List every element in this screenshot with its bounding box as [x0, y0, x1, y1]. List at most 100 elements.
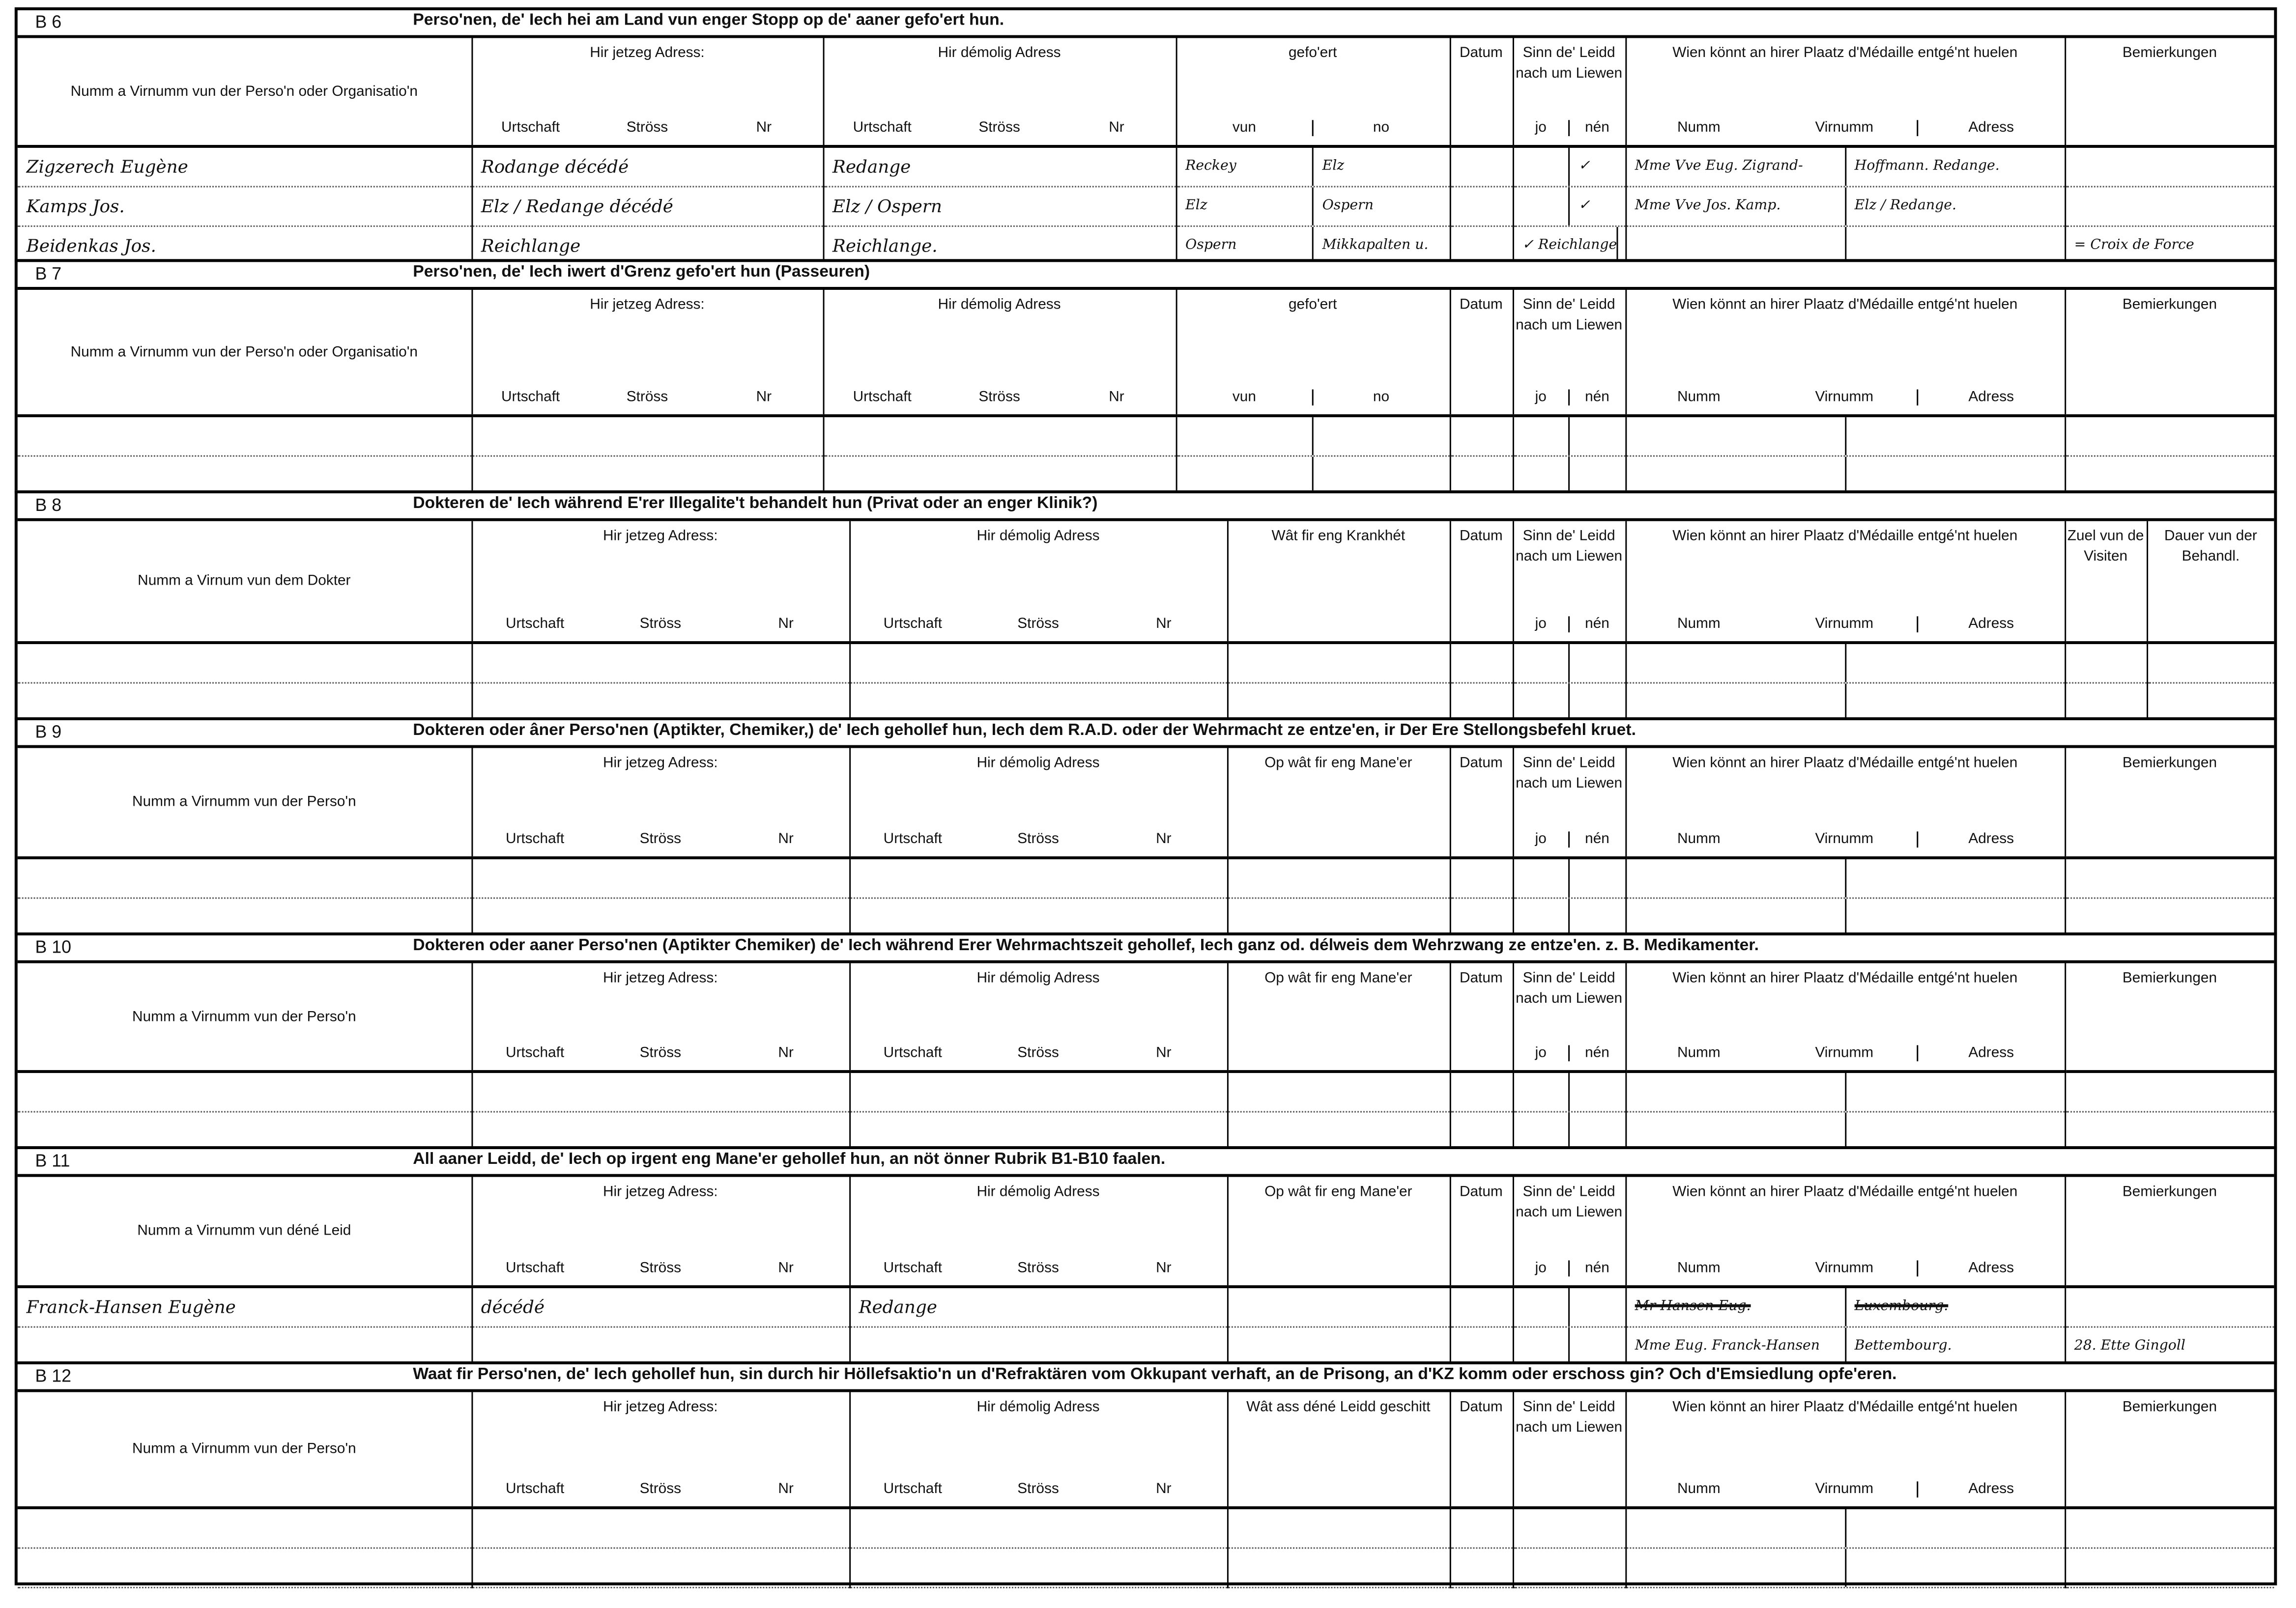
cell-sinn[interactable] [1512, 1072, 1626, 1113]
cell-bem[interactable] [2064, 1548, 2274, 1588]
cell-medaille[interactable] [1624, 456, 2065, 497]
cell-bem[interactable] [2064, 898, 2274, 938]
cell-sinn[interactable] [1512, 858, 1626, 899]
cell-cur[interactable] [470, 456, 823, 497]
cell-datum[interactable] [1449, 858, 1513, 899]
cell-bem[interactable] [2064, 456, 2274, 497]
cell-former[interactable] [848, 1072, 1227, 1113]
cell-bem[interactable]: 28. Ette Gingoll [2064, 1327, 2274, 1367]
cell-krank[interactable] [1226, 682, 1450, 723]
cell-medaille[interactable]: Mme Vve Jos. Kamp. Elz / Redange. [1624, 186, 2065, 227]
cell-former[interactable] [848, 643, 1227, 684]
cell-bem[interactable] [2064, 146, 2274, 188]
cell-medaille[interactable] [1624, 1507, 2065, 1549]
cell-former[interactable] [848, 1112, 1227, 1152]
cell-zuel[interactable] [2064, 682, 2147, 723]
cell-datum[interactable] [1449, 1072, 1513, 1113]
cell-cur[interactable] [470, 1507, 850, 1549]
cell-sinn[interactable] [1512, 1327, 1626, 1367]
cell-dauer[interactable] [2146, 682, 2274, 723]
cell-datum[interactable] [1449, 1548, 1513, 1588]
cell-medaille[interactable]: Mme Eug. Franck-Hansen Bettembourg. [1624, 1327, 2065, 1367]
cell-cur[interactable] [470, 1112, 850, 1152]
cell-name[interactable] [17, 682, 472, 723]
cell-medaille[interactable] [1624, 858, 2065, 899]
cell-sinn[interactable] [1512, 682, 1626, 723]
cell-gefoert[interactable]: Reckey Elz [1175, 146, 1450, 188]
cell-datum[interactable] [1449, 643, 1513, 684]
cell-name[interactable] [17, 643, 472, 684]
cell-krank[interactable] [1226, 643, 1450, 684]
cell-cur[interactable] [470, 898, 850, 938]
cell-former[interactable]: Redange [822, 146, 1176, 188]
cell-gefoert[interactable] [1175, 416, 1450, 457]
cell-cur[interactable] [470, 1072, 850, 1113]
cell-former[interactable] [822, 456, 1176, 497]
cell-former[interactable]: Elz / Ospern [822, 186, 1176, 227]
cell-datum[interactable] [1449, 146, 1513, 188]
cell-former[interactable] [848, 1507, 1227, 1549]
cell-bem[interactable] [2064, 1112, 2274, 1152]
cell-cur[interactable] [470, 682, 850, 723]
cell-datum[interactable] [1449, 1287, 1513, 1328]
cell-datum[interactable] [1449, 682, 1513, 723]
cell-former[interactable] [848, 1548, 1227, 1588]
cell-bem[interactable] [2064, 186, 2274, 227]
cell-former[interactable]: Redange [848, 1287, 1227, 1328]
cell-sinn[interactable] [1512, 1548, 1626, 1588]
cell-medaille[interactable] [1624, 1072, 2065, 1113]
cell-name[interactable] [17, 1507, 472, 1549]
cell-op[interactable] [1226, 1327, 1450, 1367]
cell-former[interactable] [848, 682, 1227, 723]
cell-name[interactable] [17, 416, 472, 457]
cell-former[interactable] [848, 898, 1227, 938]
cell-name[interactable]: Kamps Jos. [17, 186, 472, 227]
cell-datum[interactable] [1449, 1507, 1513, 1549]
cell-cur[interactable] [470, 643, 850, 684]
cell-sinn[interactable] [1512, 416, 1626, 457]
cell-name[interactable] [17, 858, 472, 899]
cell-datum[interactable] [1449, 1327, 1513, 1367]
cell-bem[interactable] [2064, 1507, 2274, 1549]
cell-dauer[interactable] [2146, 643, 2274, 684]
cell-medaille[interactable] [1624, 643, 2065, 684]
cell-bem[interactable] [2064, 1287, 2274, 1328]
cell-gefoert[interactable]: Elz Ospern [1175, 186, 1450, 227]
cell-zuel[interactable] [2064, 643, 2147, 684]
cell-medaille[interactable]: Mr Hansen Eug. Luxembourg. [1624, 1287, 2065, 1328]
cell-medaille[interactable] [1624, 898, 2065, 938]
cell-op[interactable] [1226, 1112, 1450, 1152]
cell-op[interactable] [1226, 858, 1450, 899]
cell-name[interactable] [17, 456, 472, 497]
cell-cur[interactable]: Elz / Redange décédé [470, 186, 823, 227]
cell-bem[interactable] [2064, 1072, 2274, 1113]
cell-name[interactable] [17, 1327, 472, 1367]
cell-name[interactable] [17, 1112, 472, 1152]
cell-name[interactable] [17, 1072, 472, 1113]
cell-name[interactable] [17, 898, 472, 938]
cell-cur[interactable]: Rodange décédé [470, 146, 823, 188]
cell-wat[interactable] [1226, 1507, 1450, 1549]
cell-gefoert[interactable] [1175, 456, 1450, 497]
cell-cur[interactable] [470, 1548, 850, 1588]
cell-name[interactable]: Franck-Hansen Eugène [17, 1287, 472, 1328]
cell-cur[interactable] [470, 858, 850, 899]
cell-medaille[interactable]: Mme Vve Eug. Zigrand- Hoffmann. Redange. [1624, 146, 2065, 188]
cell-sinn[interactable] [1512, 1287, 1626, 1328]
cell-sinn[interactable]: ✓ [1512, 186, 1626, 227]
cell-datum[interactable] [1449, 416, 1513, 457]
cell-medaille[interactable] [1624, 1548, 2065, 1588]
cell-former[interactable] [848, 1327, 1227, 1367]
cell-cur[interactable]: décédé [470, 1287, 850, 1328]
cell-former[interactable] [822, 416, 1176, 457]
cell-op[interactable] [1226, 1287, 1450, 1328]
cell-datum[interactable] [1449, 1112, 1513, 1152]
cell-former[interactable] [848, 858, 1227, 899]
cell-op[interactable] [1226, 898, 1450, 938]
cell-sinn[interactable] [1512, 1507, 1626, 1549]
cell-op[interactable] [1226, 1072, 1450, 1113]
cell-sinn[interactable] [1512, 1112, 1626, 1152]
cell-bem[interactable] [2064, 858, 2274, 899]
cell-sinn[interactable] [1512, 456, 1626, 497]
cell-medaille[interactable] [1624, 416, 2065, 457]
